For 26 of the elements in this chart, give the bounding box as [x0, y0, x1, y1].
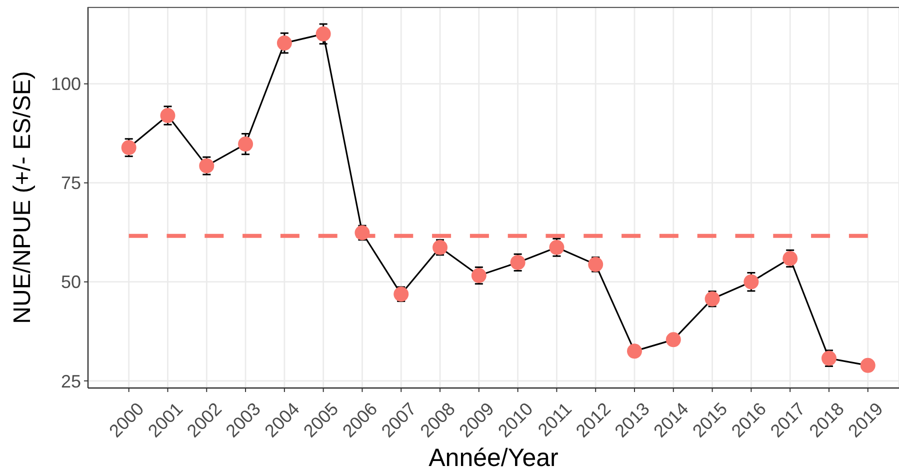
point — [666, 332, 681, 348]
point — [354, 225, 370, 240]
point — [160, 108, 176, 124]
point — [316, 26, 331, 42]
y-axis-title: NUE/NPUE (+/- ES/SE) — [8, 71, 36, 324]
point — [199, 158, 214, 174]
x-axis-title: Année/Year — [428, 444, 558, 472]
point — [510, 254, 526, 270]
point — [782, 250, 798, 266]
point — [821, 350, 836, 366]
point — [432, 240, 448, 255]
point — [704, 291, 720, 306]
point — [238, 136, 254, 152]
point — [549, 240, 564, 255]
point — [860, 358, 876, 373]
y-tick-label: 75 — [60, 173, 81, 194]
point — [121, 140, 136, 156]
point — [627, 344, 642, 359]
point — [744, 274, 759, 290]
y-tick-label: 100 — [50, 74, 81, 94]
point — [588, 256, 604, 272]
point — [276, 36, 292, 51]
point — [394, 286, 409, 302]
point — [471, 268, 486, 284]
y-tick-label: 25 — [60, 371, 81, 392]
y-tick-label: 50 — [60, 272, 81, 292]
